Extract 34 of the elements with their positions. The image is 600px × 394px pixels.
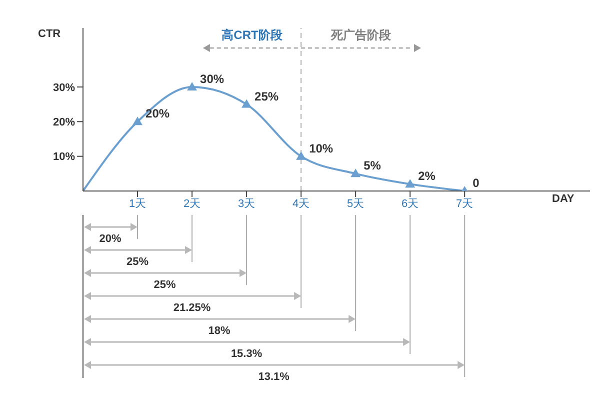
- y-tick-label: 20%: [52, 116, 76, 129]
- x-tick-label: 3天: [238, 198, 256, 210]
- data-label: 20%: [146, 106, 170, 121]
- x-axis-title: DAY: [552, 193, 574, 205]
- data-label: 30%: [200, 72, 224, 86]
- x-tick-label: 4天: [292, 198, 310, 210]
- text: 18%: [208, 325, 231, 337]
- x-tick-label: 6天: [402, 198, 419, 210]
- point: [296, 151, 306, 160]
- x-tick-label: 7天: [456, 198, 474, 210]
- text: 25%: [126, 256, 149, 268]
- text: 13.1%: [258, 371, 290, 383]
- y-axis-title: CTR: [38, 28, 61, 40]
- data-label: 2%: [418, 169, 436, 184]
- data-label: 10%: [309, 141, 334, 156]
- data-label: 5%: [364, 158, 382, 173]
- data-label: 25%: [254, 89, 279, 104]
- x-tick-label: 5天: [347, 198, 364, 210]
- point: [187, 82, 198, 90]
- annotation: 高CRT阶段: [222, 28, 284, 42]
- point: [405, 179, 416, 188]
- point: [350, 168, 361, 178]
- point: [242, 99, 252, 108]
- text: 15.3%: [230, 348, 262, 360]
- x-tick-label: 2天: [183, 198, 201, 210]
- text: 21.25%: [173, 302, 211, 314]
- text: 25%: [154, 279, 176, 291]
- text: 20%: [99, 233, 122, 245]
- y-tick-label: 10%: [52, 151, 76, 164]
- x-tick-label: 1天: [128, 198, 146, 210]
- data-label: 0: [472, 176, 480, 190]
- y-tick-label: 30%: [52, 82, 76, 94]
- point: [132, 116, 143, 126]
- annotation: 死广告阶段: [330, 28, 392, 42]
